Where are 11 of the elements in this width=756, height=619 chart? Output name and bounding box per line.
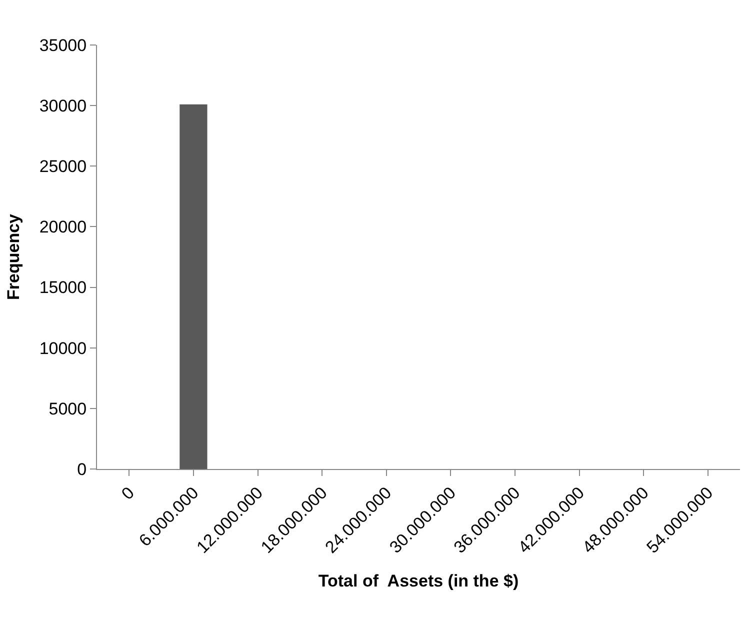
- x-axis-title: Total of Assets (in the $): [318, 571, 519, 590]
- y-tick-label: 25000: [39, 157, 87, 176]
- y-tick-label: 0: [77, 460, 87, 479]
- y-tick-label: 10000: [39, 338, 87, 358]
- y-axis-title: Frequency: [4, 213, 23, 300]
- y-tick-label: 5000: [48, 399, 87, 418]
- x-tick-label: 0: [118, 483, 138, 504]
- y-tick-label: 35000: [39, 36, 87, 55]
- y-tick-label: 15000: [39, 278, 87, 298]
- y-tick-label: 20000: [39, 218, 87, 237]
- y-tick-label: 30000: [39, 96, 87, 116]
